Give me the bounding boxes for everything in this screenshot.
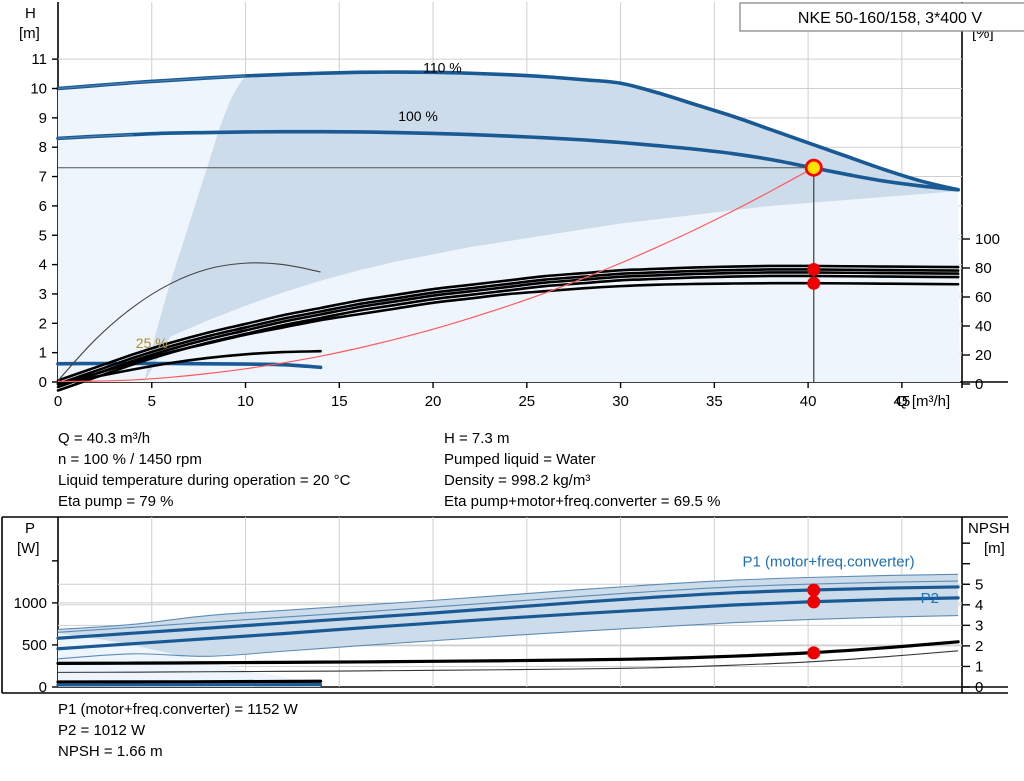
eta-marker-0 xyxy=(807,262,821,276)
npsh-axis-unit: [m] xyxy=(984,540,1005,557)
q-tick-label: 15 xyxy=(331,393,348,410)
power-series-label: P2 xyxy=(921,590,939,607)
npsh-axis-title: NPSH xyxy=(968,520,1010,537)
npsh-tick-label: 1 xyxy=(975,658,983,675)
h-tick-label: 5 xyxy=(39,227,47,244)
power-p1: P1 (motor+freq.converter) = 1152 W xyxy=(58,701,298,718)
h-tick-label: 9 xyxy=(39,110,47,127)
h-axis-unit: [m] xyxy=(19,25,40,42)
npsh-tick-label: 2 xyxy=(975,638,983,655)
h-axis-title: H xyxy=(25,5,36,22)
h-tick-label: 3 xyxy=(39,286,47,303)
p-tick-label: 1000 xyxy=(14,595,47,612)
duty-liquid-temperature: Liquid temperature during operation = 20… xyxy=(58,472,351,489)
power-marker-1 xyxy=(807,595,821,609)
h-tick-label: 11 xyxy=(31,51,47,68)
power-marker-2 xyxy=(807,646,821,660)
eta-marker-1 xyxy=(807,276,821,290)
speed-curve-label: 100 % xyxy=(398,108,438,124)
eta-tick-label: 80 xyxy=(975,260,992,277)
h-tick-label: 4 xyxy=(39,257,47,274)
eta-tick-label: 60 xyxy=(975,289,992,306)
npsh-tick-label: 4 xyxy=(975,597,983,614)
q-tick-label: 30 xyxy=(612,393,629,410)
power-series-label: P1 (motor+freq.converter) xyxy=(742,554,914,571)
q-tick-label: 5 xyxy=(148,393,156,410)
q-tick-label: 10 xyxy=(237,393,254,410)
h-tick-label: 1 xyxy=(39,345,47,362)
q-axis-title: Q [m³/h] xyxy=(896,393,950,410)
duty-info-block: Q = 40.3 m³/h n = 100 % / 1450 rpm Liqui… xyxy=(58,428,1018,512)
p-axis-unit: [W] xyxy=(17,540,40,557)
npsh-tick-label: 5 xyxy=(975,576,983,593)
p-tick-label: 500 xyxy=(22,637,47,654)
duty-density: Density = 998.2 kg/m³ xyxy=(444,472,591,489)
power-npsh: NPSH = 1.66 m xyxy=(58,743,163,760)
h-tick-label: 10 xyxy=(30,81,47,98)
q-tick-label: 20 xyxy=(425,393,442,410)
duty-info-left-column: Q = 40.3 m³/h n = 100 % / 1450 rpm Liqui… xyxy=(58,428,444,512)
eta-tick-label: 100 xyxy=(975,231,1000,248)
power-p2: P2 = 1012 W xyxy=(58,722,146,739)
eta-tick-label: 40 xyxy=(975,318,992,335)
power-info-block: P1 (motor+freq.converter) = 1152 W P2 = … xyxy=(58,699,758,762)
h-tick-label: 8 xyxy=(39,139,47,156)
q-tick-label: 45 xyxy=(894,393,911,410)
p-tick-label: 0 xyxy=(39,679,47,696)
duty-q: Q = 40.3 m³/h xyxy=(58,430,151,447)
duty-info-right-column: H = 7.3 m Pumped liquid = Water Density … xyxy=(444,428,964,512)
p-axis-title: P xyxy=(25,520,35,537)
h-tick-label: 6 xyxy=(39,198,47,215)
q-tick-label: 35 xyxy=(706,393,723,410)
npsh-tick-label: 0 xyxy=(975,679,983,696)
q-tick-label: 0 xyxy=(54,393,62,410)
q-tick-label: 40 xyxy=(800,393,817,410)
model-title-box: NKE 50-160/158, 3*400 V xyxy=(739,2,1024,32)
speed-curve-label: 25 % xyxy=(136,335,168,351)
power-marker-0 xyxy=(807,583,821,597)
eta-tick-label: 0 xyxy=(975,376,983,393)
duty-eta-total: Eta pump+motor+freq.converter = 69.5 % xyxy=(444,493,721,510)
operating-point-marker[interactable] xyxy=(804,158,823,177)
speed-curve-label: 110 % xyxy=(423,59,462,75)
duty-h: H = 7.3 m xyxy=(444,430,510,447)
h-tick-label: 2 xyxy=(39,315,47,332)
q-tick-label: 25 xyxy=(518,393,535,410)
duty-pumped-liquid: Pumped liquid = Water xyxy=(444,451,596,468)
h-tick-label: 0 xyxy=(39,374,47,391)
model-title-text: NKE 50-160/158, 3*400 V xyxy=(798,10,982,27)
power-npsh-chart: 0 500 1000 0 1 2 3 4 5 P [W] NPSH [m] P1 (motor+freq.… xyxy=(1,516,1010,696)
duty-eta-pump: Eta pump = 79 % xyxy=(58,493,174,510)
h-tick-label: 7 xyxy=(39,169,47,186)
duty-speed: n = 100 % / 1450 rpm xyxy=(58,451,202,468)
eta-tick-label: 20 xyxy=(975,347,992,364)
npsh-tick-label: 3 xyxy=(975,617,983,634)
